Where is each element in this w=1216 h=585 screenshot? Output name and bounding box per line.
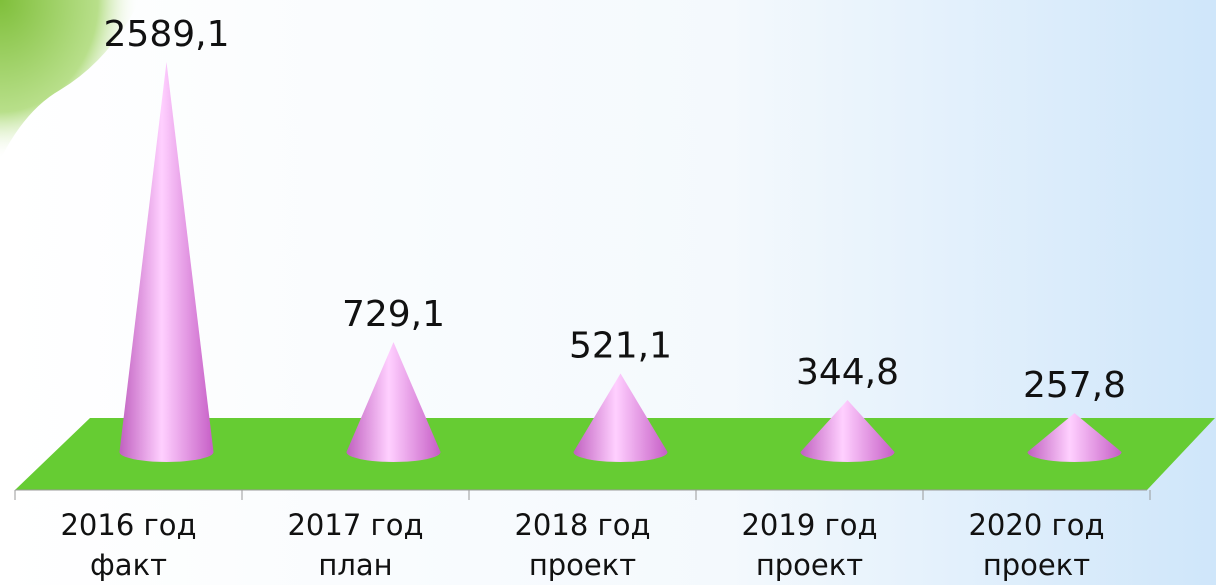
cone — [573, 373, 668, 462]
value-label: 2589,1 — [104, 14, 230, 55]
cone — [119, 62, 214, 462]
value-label: 344,8 — [796, 352, 899, 393]
value-label: 257,8 — [1023, 365, 1126, 406]
x-tick-label: 2020 год проект — [968, 508, 1105, 582]
grass-decoration — [0, 0, 140, 160]
cone — [346, 342, 441, 462]
cone — [1027, 413, 1122, 462]
x-tick-label: 2018 год проект — [514, 508, 651, 582]
value-label: 521,1 — [569, 326, 672, 367]
x-tick-label: 2017 год план — [287, 508, 424, 582]
cone — [800, 400, 895, 462]
x-tick-label: 2019 год проект — [741, 508, 878, 582]
value-label: 729,1 — [342, 294, 445, 335]
x-tick-label: 2016 год факт — [60, 508, 197, 582]
